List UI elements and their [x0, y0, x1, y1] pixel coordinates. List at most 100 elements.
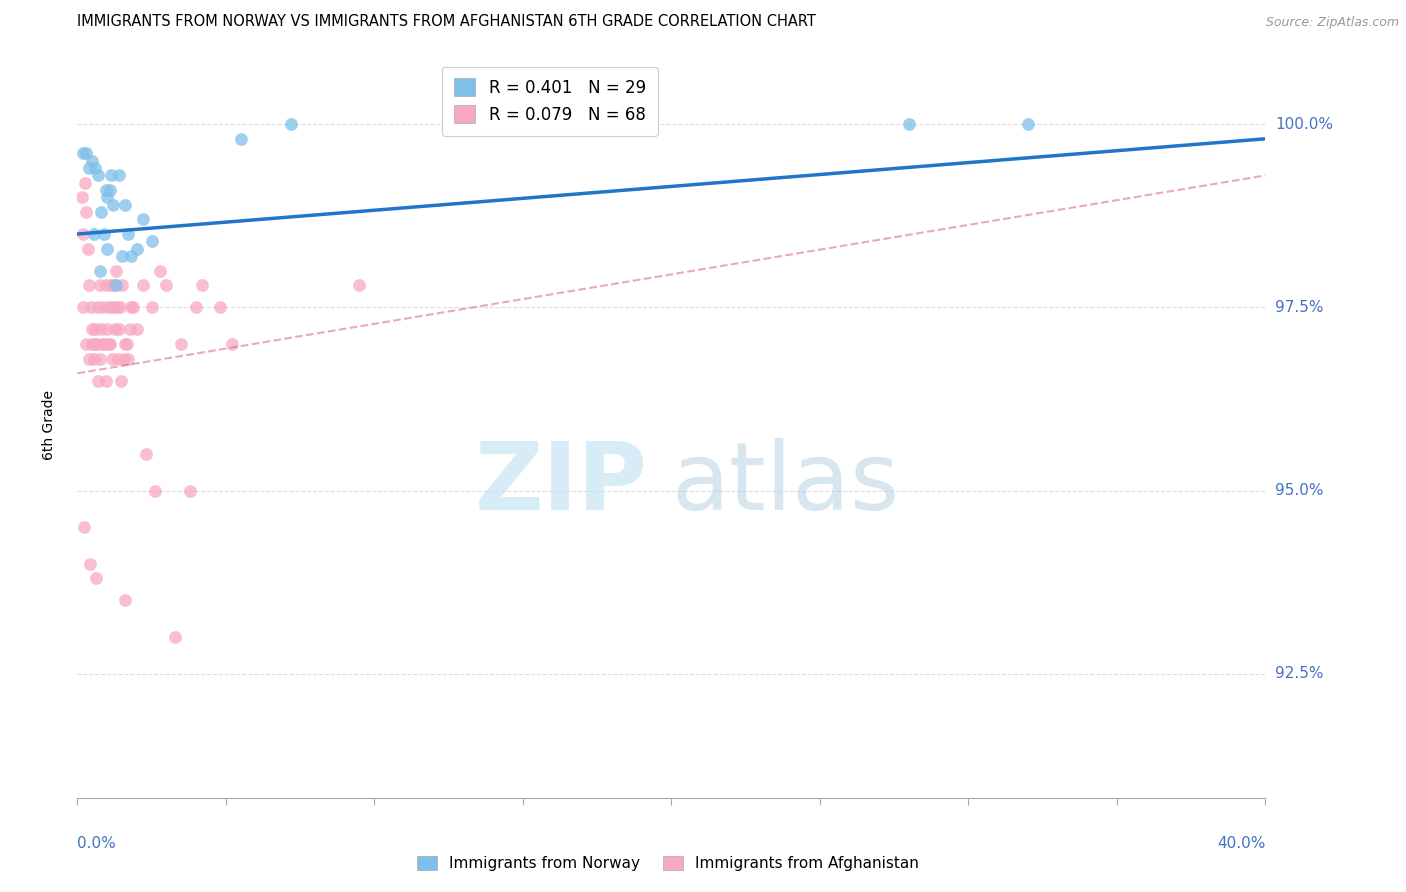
Point: [75, 205, 97, 219]
Point: [104, 278, 127, 293]
Point: [115, 337, 138, 351]
Point: [98, 183, 121, 197]
Point: [86, 337, 108, 351]
Text: 92.5%: 92.5%: [1275, 666, 1323, 681]
Point: [125, 322, 148, 336]
Text: 0.0%: 0.0%: [77, 836, 117, 851]
Point: [72, 301, 94, 315]
Point: [143, 483, 166, 498]
Point: [77, 161, 100, 175]
Point: [114, 198, 136, 212]
Point: [82, 153, 104, 168]
Point: [141, 301, 163, 315]
Point: [73, 176, 96, 190]
Point: [165, 630, 187, 644]
Point: [98, 337, 121, 351]
Point: [111, 249, 134, 263]
Point: [100, 278, 122, 293]
Point: [86, 374, 108, 388]
Point: [75, 146, 97, 161]
Point: [179, 483, 201, 498]
Point: [135, 447, 157, 461]
Point: [101, 198, 124, 212]
Point: [98, 337, 121, 351]
Point: [94, 278, 117, 293]
Point: [77, 351, 100, 366]
Point: [221, 337, 243, 351]
Point: [1017, 117, 1039, 131]
Point: [125, 242, 148, 256]
Point: [96, 374, 118, 388]
Point: [170, 337, 193, 351]
Text: 40.0%: 40.0%: [1218, 836, 1265, 851]
Point: [120, 249, 142, 263]
Point: [90, 322, 112, 336]
Point: [111, 278, 134, 293]
Point: [349, 278, 371, 293]
Point: [101, 351, 124, 366]
Text: atlas: atlas: [672, 438, 900, 531]
Point: [110, 301, 132, 315]
Point: [229, 132, 252, 146]
Point: [93, 337, 115, 351]
Point: [91, 301, 114, 315]
Point: [90, 205, 112, 219]
Point: [208, 301, 231, 315]
Point: [104, 322, 127, 336]
Point: [83, 351, 105, 366]
Point: [83, 337, 105, 351]
Point: [280, 117, 302, 131]
Point: [120, 301, 142, 315]
Point: [80, 301, 103, 315]
Point: [108, 169, 131, 183]
Point: [149, 263, 172, 277]
Point: [70, 190, 93, 204]
Point: [87, 169, 110, 183]
Point: [155, 278, 177, 293]
Point: [76, 242, 98, 256]
Point: [131, 278, 153, 293]
Point: [79, 557, 101, 571]
Point: [103, 278, 125, 293]
Point: [89, 351, 111, 366]
Point: [94, 183, 117, 197]
Point: [117, 351, 139, 366]
Point: [101, 301, 124, 315]
Point: [191, 278, 214, 293]
Point: [84, 322, 107, 336]
Text: ZIP: ZIP: [475, 438, 648, 531]
Point: [186, 301, 208, 315]
Point: [89, 263, 111, 277]
Point: [107, 351, 129, 366]
Point: [97, 301, 120, 315]
Point: [93, 337, 115, 351]
Point: [96, 190, 118, 204]
Point: [83, 227, 105, 241]
Point: [120, 322, 142, 336]
Point: [84, 161, 107, 175]
Legend: R = 0.401   N = 29, R = 0.079   N = 68: R = 0.401 N = 29, R = 0.079 N = 68: [441, 67, 658, 136]
Y-axis label: 6th Grade: 6th Grade: [42, 390, 56, 459]
Point: [75, 337, 97, 351]
Point: [104, 263, 127, 277]
Point: [80, 322, 103, 336]
Point: [82, 337, 104, 351]
Text: 95.0%: 95.0%: [1275, 483, 1323, 498]
Point: [108, 322, 131, 336]
Point: [898, 117, 921, 131]
Text: IMMIGRANTS FROM NORWAY VS IMMIGRANTS FROM AFGHANISTAN 6TH GRADE CORRELATION CHAR: IMMIGRANTS FROM NORWAY VS IMMIGRANTS FRO…: [77, 13, 817, 29]
Point: [131, 212, 153, 227]
Point: [96, 322, 118, 336]
Point: [122, 301, 145, 315]
Point: [114, 337, 136, 351]
Point: [72, 146, 94, 161]
Text: Source: ZipAtlas.com: Source: ZipAtlas.com: [1265, 15, 1399, 29]
Point: [96, 242, 118, 256]
Legend: Immigrants from Norway, Immigrants from Afghanistan: Immigrants from Norway, Immigrants from …: [411, 850, 925, 877]
Point: [93, 227, 115, 241]
Point: [107, 301, 129, 315]
Point: [77, 278, 100, 293]
Text: 97.5%: 97.5%: [1275, 300, 1323, 315]
Point: [72, 227, 94, 241]
Point: [117, 227, 139, 241]
